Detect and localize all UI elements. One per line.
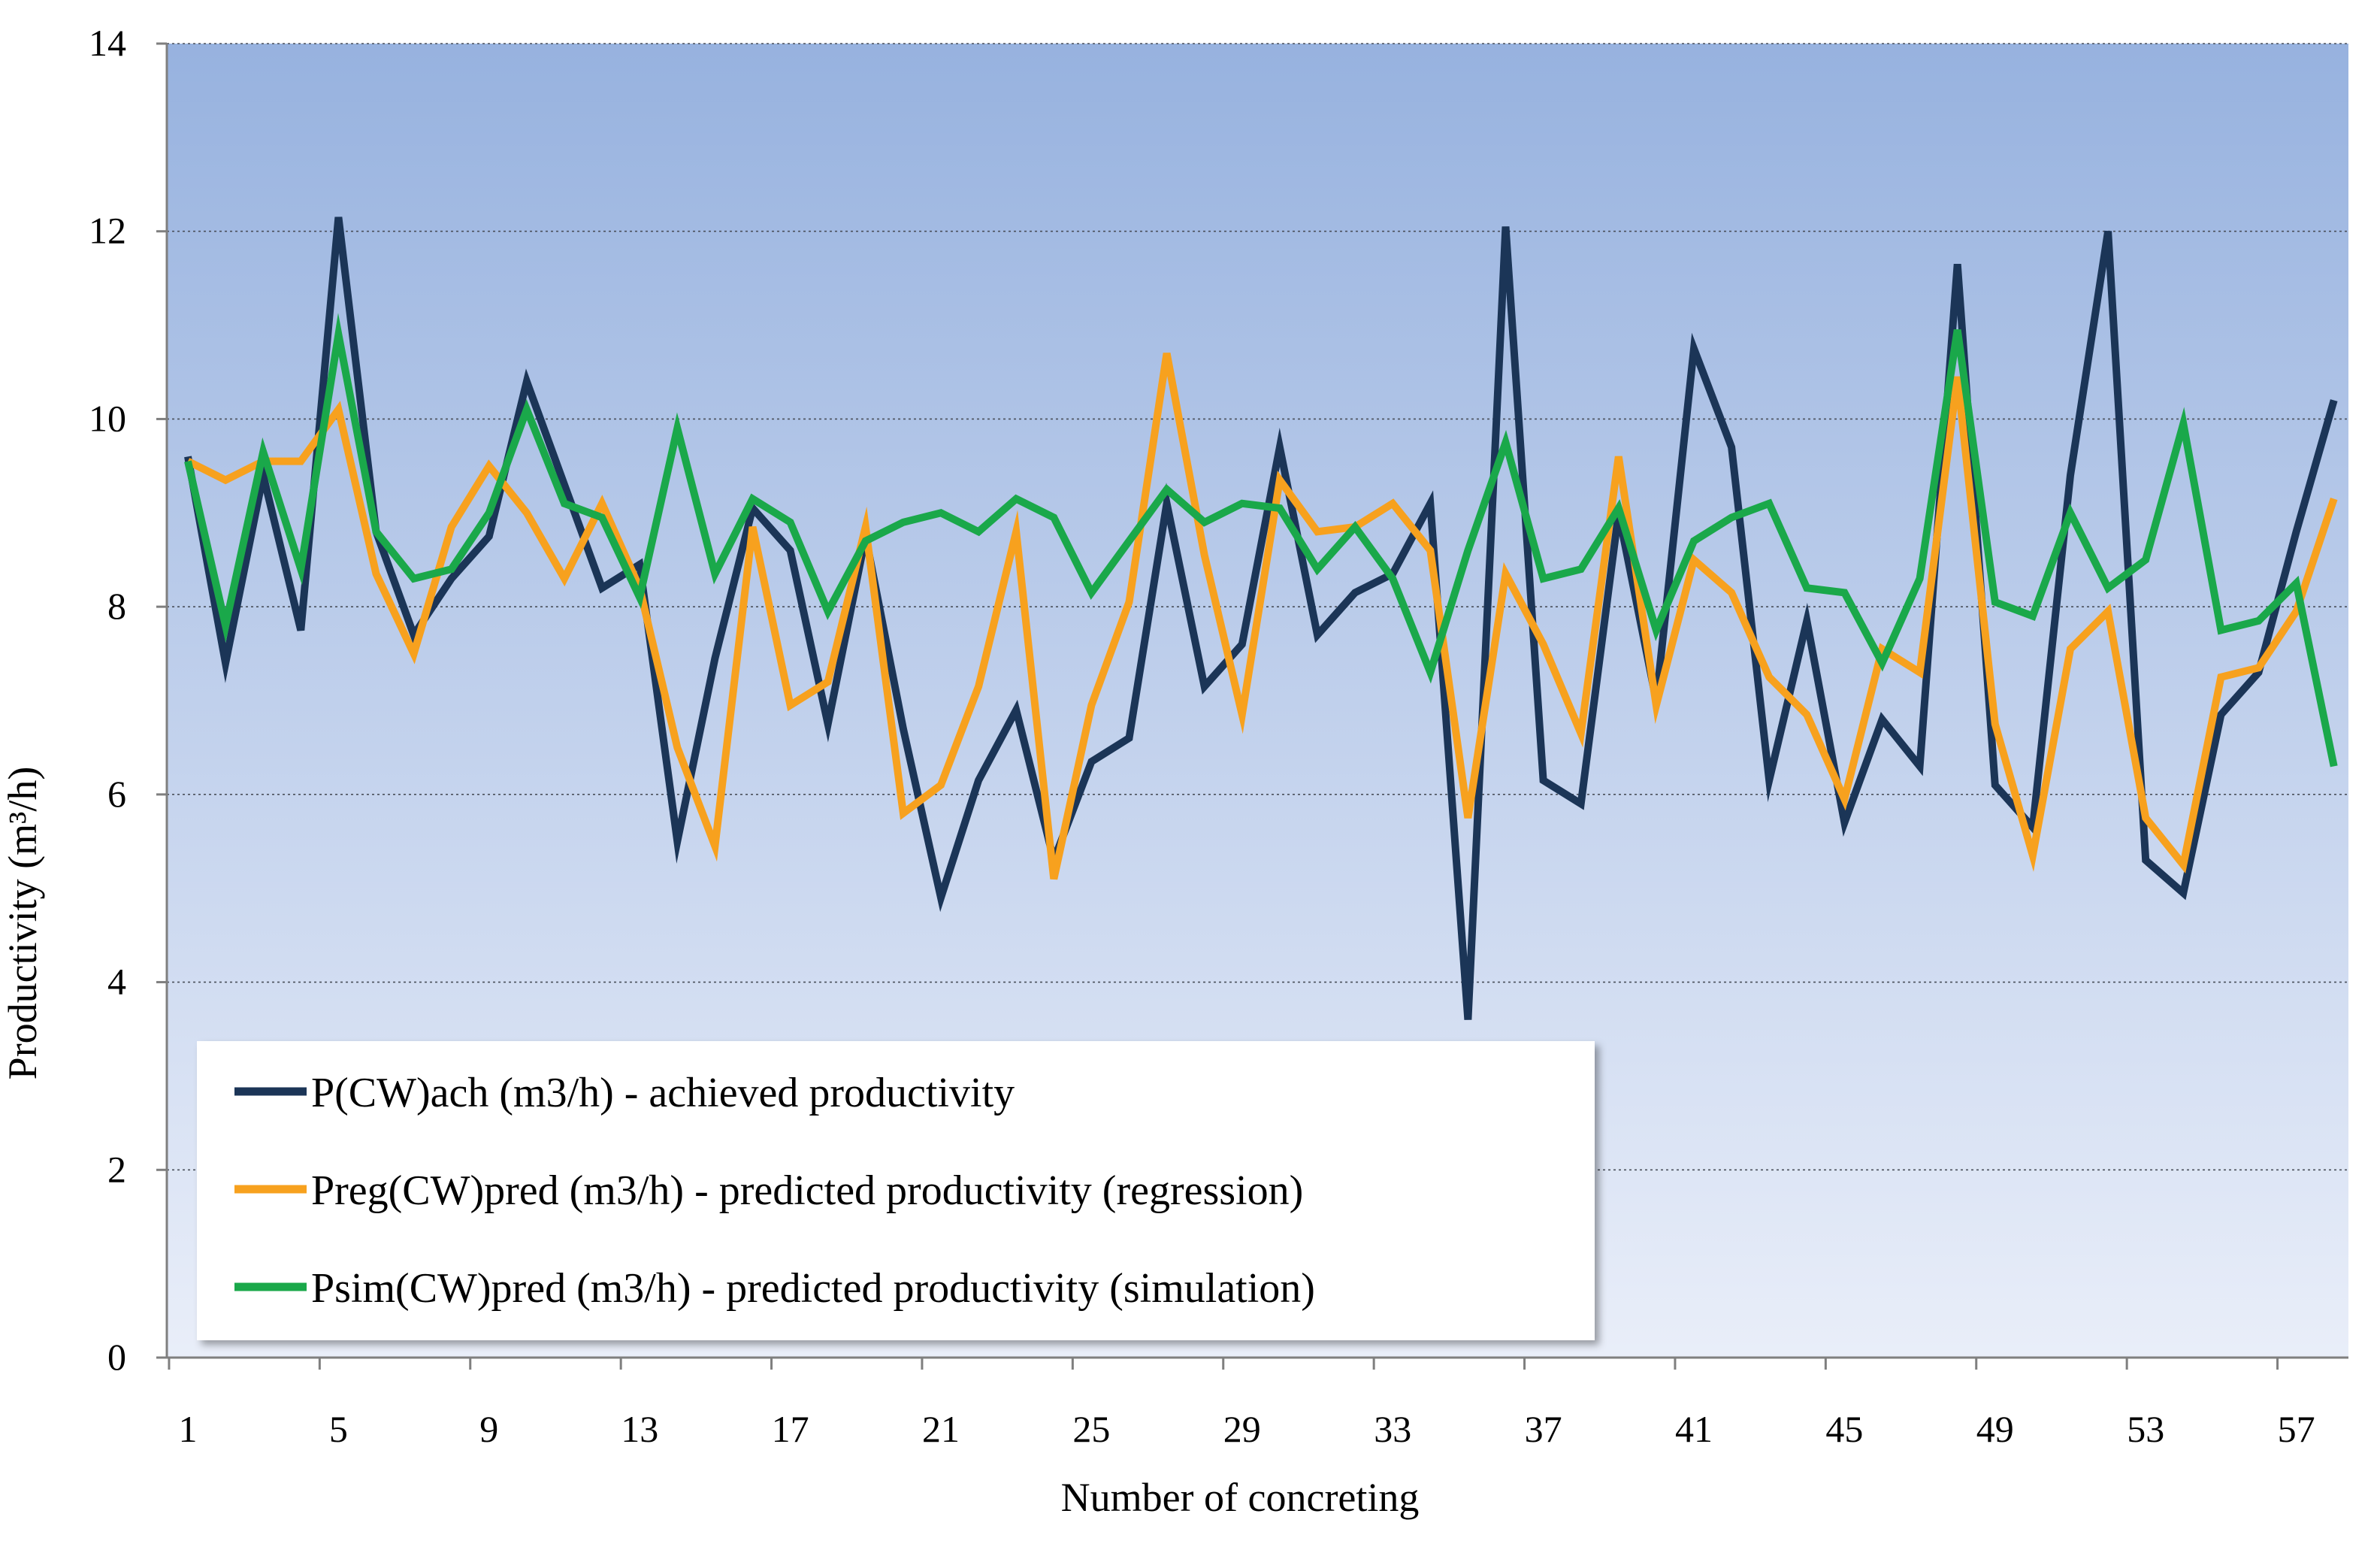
x-tick-label-11: 45 bbox=[1825, 1408, 1863, 1450]
x-tick-label-6: 25 bbox=[1072, 1408, 1110, 1450]
x-axis-ticks: 1 5 9 13 17 21 25 29 33 37 41 45 49 53 57 bbox=[168, 1358, 2315, 1450]
legend-label-achieved: P(CW)ach (m3/h) - achieved productivity bbox=[311, 1070, 1015, 1116]
legend-label-simulation: Psim(CW)pred (m3/h) - predicted producti… bbox=[311, 1265, 1315, 1312]
y-tick-label-7: 14 bbox=[89, 22, 126, 64]
legend-label-regression: Preg(CW)pred (m3/h) - predicted producti… bbox=[311, 1167, 1303, 1214]
x-tick-label-1: 5 bbox=[329, 1408, 348, 1450]
x-tick-label-8: 33 bbox=[1374, 1408, 1411, 1450]
x-tick-label-5: 21 bbox=[922, 1408, 960, 1450]
series-line-simulation bbox=[184, 313, 2338, 767]
x-tick-label-10: 41 bbox=[1675, 1408, 1713, 1450]
y-tick-label-5: 10 bbox=[89, 397, 126, 439]
x-tick-label-13: 53 bbox=[2127, 1408, 2164, 1450]
x-tick-label-3: 13 bbox=[621, 1408, 658, 1450]
y-tick-label-6: 12 bbox=[89, 210, 126, 252]
x-tick-label-4: 17 bbox=[772, 1408, 809, 1450]
y-tick-label-0: 0 bbox=[107, 1336, 126, 1378]
y-axis-ticks: 0 2 4 6 8 10 12 14 bbox=[89, 22, 167, 1378]
series-line-regression bbox=[186, 353, 2338, 880]
y-tick-label-2: 4 bbox=[107, 961, 126, 1003]
legend-box bbox=[197, 1041, 1595, 1340]
y-tick-label-4: 8 bbox=[107, 585, 126, 627]
x-tick-label-12: 49 bbox=[1976, 1408, 2014, 1450]
legend: P(CW)ach (m3/h) - achieved productivity … bbox=[197, 1041, 1595, 1340]
series-lines bbox=[184, 216, 2338, 1020]
x-tick-label-0: 1 bbox=[179, 1408, 198, 1450]
y-tick-label-1: 2 bbox=[107, 1148, 126, 1190]
y-axis-title: Productivity (m³/h) bbox=[0, 767, 45, 1080]
x-tick-label-7: 29 bbox=[1223, 1408, 1261, 1450]
x-tick-label-9: 37 bbox=[1525, 1408, 1562, 1450]
x-tick-label-14: 57 bbox=[2278, 1408, 2315, 1450]
x-tick-label-2: 9 bbox=[479, 1408, 498, 1450]
axes bbox=[165, 44, 2348, 1359]
y-tick-label-3: 6 bbox=[107, 773, 126, 815]
x-axis-title: Number of concreting bbox=[1061, 1475, 1420, 1520]
